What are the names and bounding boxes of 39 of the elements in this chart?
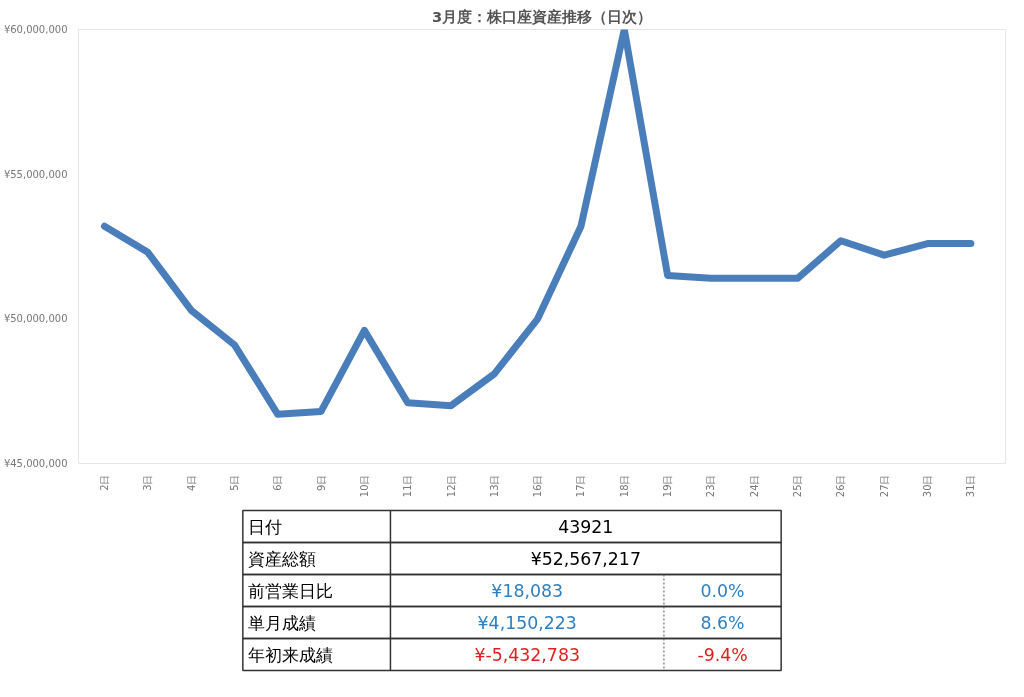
x-tick-label: 9日: [315, 474, 327, 491]
x-tick-label: 19日: [662, 474, 674, 498]
x-tick-label: 16日: [532, 474, 544, 498]
x-tick-label: 27日: [878, 474, 890, 498]
x-tick-label: 30日: [922, 474, 934, 498]
x-tick-label: 6日: [272, 474, 284, 491]
x-tick-label: 10日: [358, 474, 370, 498]
text: -9.4%: [697, 644, 748, 665]
x-tick-label: 26日: [835, 474, 847, 498]
x-tick-label: 25日: [792, 474, 804, 498]
text: ¥-5,432,783: [474, 644, 580, 665]
text: 日付: [248, 516, 283, 537]
x-tick-label: 11日: [402, 474, 414, 498]
text: 年初来成績: [248, 644, 334, 665]
text: 資産総額: [248, 548, 317, 569]
x-tick-label: 5日: [228, 474, 240, 491]
y-tick-label: ¥60,000,000: [3, 24, 68, 35]
text: 8.6%: [700, 612, 745, 633]
y-tick-label: ¥50,000,000: [3, 313, 68, 325]
x-tick-label: 2日: [98, 474, 110, 491]
text: ¥18,083: [491, 580, 564, 601]
text: 0.0%: [700, 580, 745, 601]
x-tick-label: 31日: [965, 474, 977, 498]
x-tick-label: 17日: [575, 474, 587, 498]
x-tick-label: 4日: [185, 474, 197, 491]
x-tick-label: 24日: [748, 474, 760, 498]
text: ¥4,150,223: [477, 612, 577, 633]
text: 単月成績: [248, 612, 317, 633]
x-tick-label: 23日: [705, 474, 717, 498]
chart-title: 3月度：株口座資産推移（日次）: [431, 7, 653, 25]
text: 前営業日比: [248, 580, 334, 601]
x-tick-label: 13日: [488, 474, 500, 498]
x-tick-label: 12日: [445, 474, 457, 498]
x-tick-label: 18日: [618, 474, 630, 498]
text: 43921: [558, 517, 614, 537]
y-tick-label: ¥45,000,000: [3, 458, 68, 469]
x-tick-label: 3日: [142, 474, 154, 491]
y-tick-label: ¥55,000,000: [3, 168, 68, 180]
text: ¥52,567,217: [530, 548, 641, 569]
